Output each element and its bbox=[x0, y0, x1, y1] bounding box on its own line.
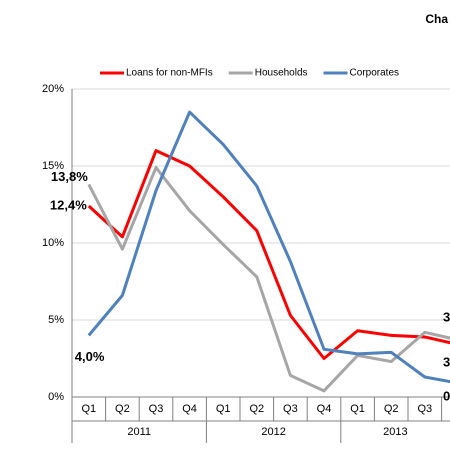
y-tick-label: 15% bbox=[42, 160, 64, 172]
year-label: 2013 bbox=[383, 426, 407, 438]
end-label: 0 bbox=[443, 388, 450, 403]
y-tick-label: 5% bbox=[48, 314, 64, 326]
x-tick-label: Q3 bbox=[283, 403, 298, 415]
series-line bbox=[87, 110, 450, 384]
data-label: 12,4% bbox=[50, 197, 87, 212]
legend-label: Corporates bbox=[350, 68, 399, 79]
x-tick-label: Q2 bbox=[384, 403, 399, 415]
data-label: 13,8% bbox=[51, 169, 88, 184]
legend-label: Households bbox=[255, 68, 308, 79]
y-tick-label: 0% bbox=[48, 391, 64, 403]
y-tick-label: 10% bbox=[42, 237, 64, 249]
x-tick-label: Q1 bbox=[216, 403, 231, 415]
chart-title: Cha bbox=[425, 12, 448, 26]
x-tick-label: Q4 bbox=[182, 403, 197, 415]
series-line bbox=[87, 149, 450, 360]
end-label: 3 bbox=[443, 309, 450, 324]
year-label: 2012 bbox=[261, 426, 285, 438]
x-tick-label: Q2 bbox=[249, 403, 264, 415]
end-label: 3 bbox=[443, 354, 450, 369]
x-tick-label: Q3 bbox=[417, 403, 432, 415]
x-tick-label: Q4 bbox=[317, 403, 332, 415]
x-tick-label: Q1 bbox=[350, 403, 365, 415]
legend-label: Loans for non-MFIs bbox=[126, 68, 213, 79]
x-tick-label: Q2 bbox=[115, 403, 130, 415]
year-label: 2011 bbox=[127, 426, 151, 438]
y-tick-label: 20% bbox=[42, 83, 64, 95]
data-label: 4,0% bbox=[75, 349, 105, 364]
x-tick-label: Q1 bbox=[81, 403, 96, 415]
x-tick-label: Q3 bbox=[149, 403, 164, 415]
